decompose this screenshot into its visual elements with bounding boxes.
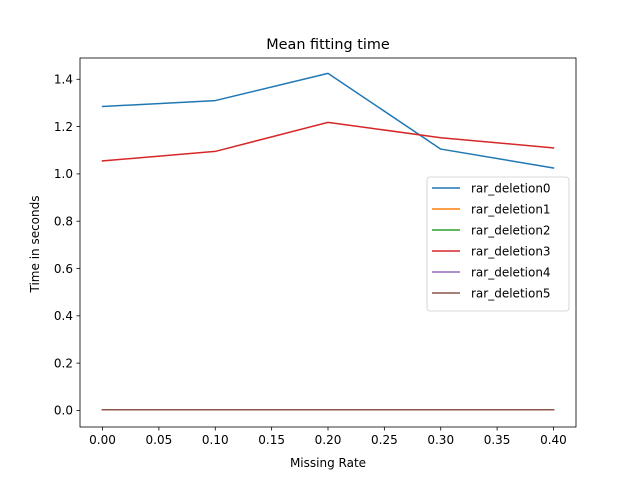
plot-area: 0.00 0.05 0.10 0.15 0.20 0.25 0.30 0.35 0.40 0.0 0…: [54, 57, 577, 447]
x-tick-label: 0.35: [484, 433, 511, 447]
legend-label-0: rar_deletion0: [471, 182, 551, 196]
x-tick-label: 0.20: [315, 433, 342, 447]
x-tick-label: 0.10: [202, 433, 229, 447]
y-axis-label: Time in seconds: [28, 196, 42, 294]
series-line-3: [101, 121, 555, 162]
y-tick-label: 0.2: [54, 356, 73, 370]
y-tick-label: 1.0: [54, 167, 73, 181]
x-tick-label: 0.30: [427, 433, 454, 447]
x-tick-label: 0.05: [146, 433, 173, 447]
chart-title: Mean fitting time: [266, 37, 390, 53]
x-axis-label: Missing Rate: [290, 456, 366, 470]
x-tick-label: 0.15: [258, 433, 285, 447]
legend-label-2: rar_deletion2: [471, 224, 551, 238]
legend-box: [426, 176, 570, 312]
legend-label-3: rar_deletion3: [471, 245, 551, 259]
y-tick-label: 0.8: [54, 215, 73, 229]
legend-label-1: rar_deletion1: [471, 203, 551, 217]
legend-label-4: rar_deletion4: [471, 266, 551, 280]
x-tick-label: 0.40: [540, 433, 567, 447]
y-tick-label: 1.2: [54, 120, 73, 134]
y-tick-label: 0.4: [54, 309, 73, 323]
x-tick-label: 0.00: [89, 433, 116, 447]
y-tick-label: 0.0: [54, 404, 73, 418]
legend: rar_deletion0 rar_deletion1 rar_deletion2r…: [426, 176, 570, 312]
y-tick-label: 1.4: [54, 73, 73, 87]
series-line-0: [101, 72, 555, 169]
y-tick-label: 0.6: [54, 262, 73, 276]
legend-label-5: rar_deletion5: [471, 287, 551, 301]
x-tick-label: 0.25: [371, 433, 398, 447]
